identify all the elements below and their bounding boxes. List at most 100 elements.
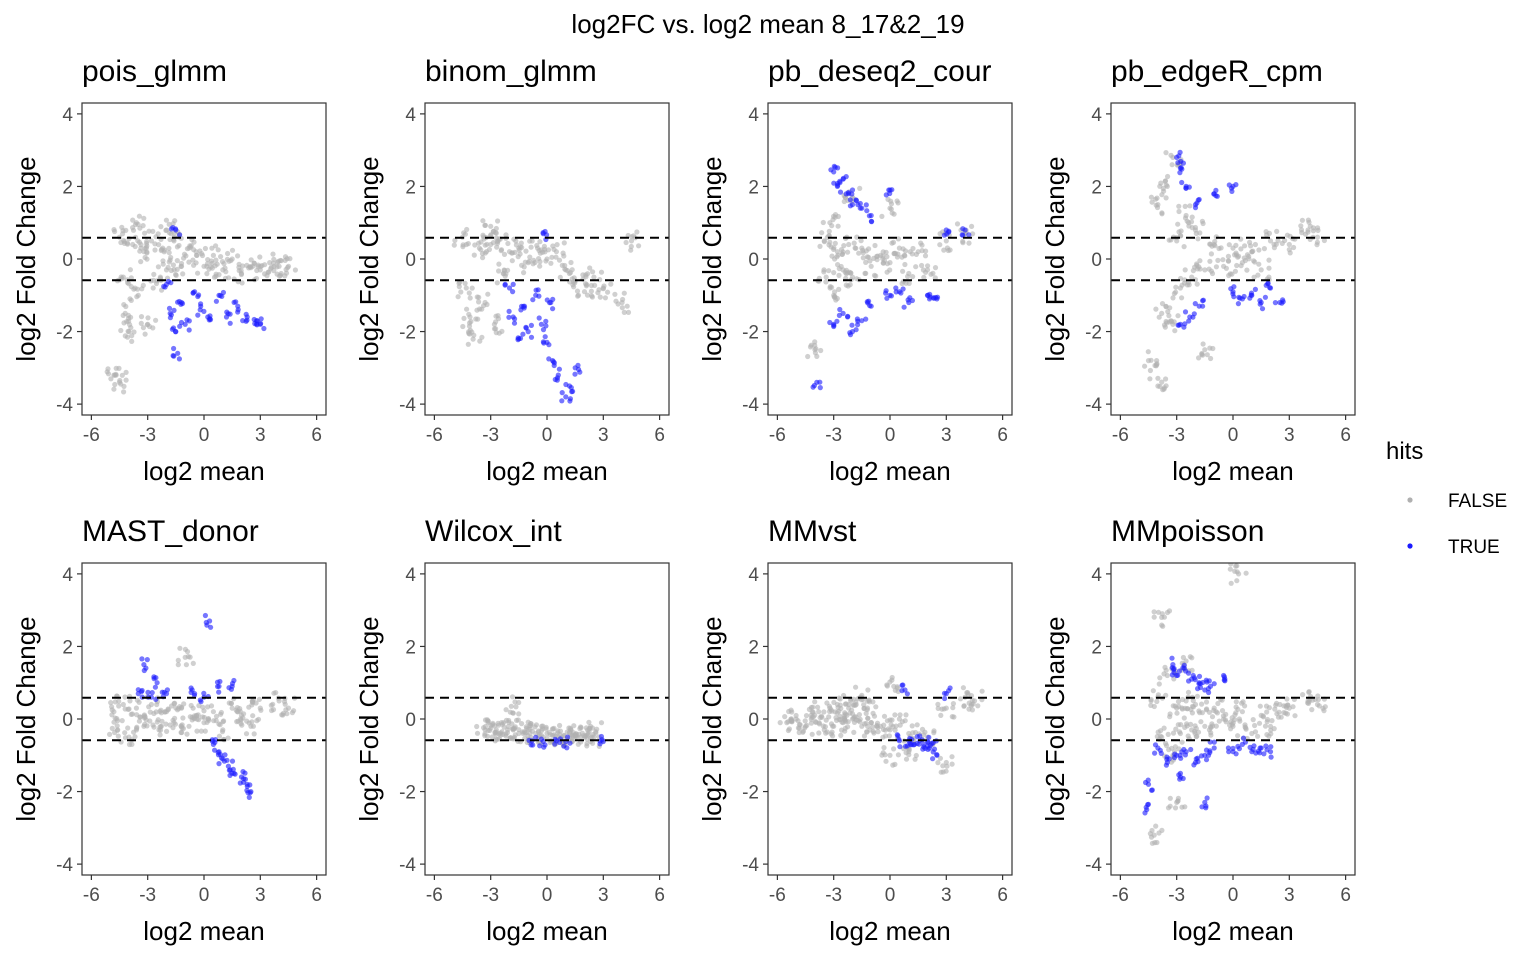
data-point	[178, 319, 185, 326]
data-point	[1238, 263, 1244, 269]
y-tick-label: 4	[1091, 565, 1102, 586]
series-true	[1174, 149, 1286, 330]
data-point	[935, 760, 941, 766]
data-point	[1181, 244, 1187, 250]
data-point	[1213, 723, 1219, 729]
data-point	[175, 350, 181, 356]
data-point	[930, 295, 937, 301]
data-point	[838, 732, 844, 739]
data-point	[899, 682, 905, 688]
y-axis-label: log2 Fold Change	[354, 156, 384, 361]
data-point	[817, 379, 823, 385]
data-point	[795, 725, 802, 731]
data-point	[906, 280, 912, 286]
data-point	[213, 257, 219, 263]
data-point	[914, 722, 920, 728]
data-point	[896, 736, 902, 742]
data-point	[269, 707, 275, 714]
data-point	[1178, 165, 1184, 171]
data-point	[1252, 259, 1258, 265]
data-point	[572, 371, 578, 377]
data-point	[131, 329, 137, 335]
data-point	[1164, 609, 1171, 616]
data-point	[543, 323, 549, 329]
data-point	[146, 704, 152, 710]
data-point	[1220, 257, 1226, 263]
data-point	[867, 258, 873, 264]
data-point	[145, 689, 151, 696]
data-point	[1275, 238, 1281, 244]
panel-title: pb_edgeR_cpm	[1111, 55, 1323, 88]
data-point	[857, 205, 863, 211]
data-point	[188, 702, 194, 709]
data-point	[567, 740, 573, 746]
data-point	[588, 288, 595, 294]
y-axis-label: log2 Fold Change	[697, 156, 727, 361]
data-point	[509, 289, 516, 295]
data-point	[1272, 300, 1278, 306]
data-point	[969, 707, 976, 713]
data-point	[153, 280, 160, 287]
data-point	[118, 274, 124, 280]
data-point	[944, 763, 950, 769]
data-point	[937, 231, 943, 237]
data-point	[268, 266, 274, 272]
panel-title: Wilcox_int	[425, 515, 562, 548]
data-point	[168, 226, 174, 232]
data-point	[1271, 726, 1277, 732]
data-point	[202, 245, 208, 252]
data-point	[559, 390, 565, 396]
data-point	[186, 318, 192, 324]
data-point	[165, 264, 171, 270]
points-layer	[1142, 149, 1327, 393]
data-point	[1166, 313, 1172, 319]
data-point	[918, 240, 924, 246]
data-point	[1252, 241, 1258, 248]
data-point	[496, 261, 502, 267]
data-point	[196, 292, 202, 298]
data-point	[575, 741, 581, 747]
data-point	[1154, 733, 1160, 740]
data-point	[533, 287, 539, 293]
y-tick-label: -4	[399, 855, 416, 876]
data-point	[857, 185, 863, 191]
data-point	[121, 302, 127, 308]
data-point	[1153, 823, 1159, 829]
data-point	[180, 271, 186, 277]
x-tick-label: -3	[1168, 885, 1185, 906]
data-point	[620, 296, 626, 303]
data-point	[864, 299, 870, 305]
data-point	[829, 729, 835, 735]
data-point	[1193, 756, 1199, 762]
data-point	[1298, 223, 1304, 229]
x-tick-label: 6	[654, 885, 665, 906]
data-point	[1154, 204, 1161, 211]
data-point	[1194, 693, 1200, 699]
data-point	[903, 750, 909, 756]
data-point	[802, 718, 808, 724]
data-point	[538, 736, 545, 742]
data-point	[179, 722, 185, 728]
data-point	[856, 712, 863, 718]
data-point	[865, 715, 871, 721]
data-point	[880, 249, 886, 255]
data-point	[1179, 696, 1186, 703]
data-point	[163, 721, 169, 727]
data-point	[486, 246, 492, 253]
data-point	[123, 369, 129, 375]
data-point	[112, 699, 118, 705]
data-point	[122, 730, 128, 736]
data-point	[144, 657, 150, 663]
data-point	[1207, 345, 1213, 351]
data-point	[845, 314, 851, 320]
data-point	[1163, 195, 1169, 201]
data-point	[1155, 609, 1162, 615]
data-point	[1156, 314, 1162, 320]
data-point	[536, 315, 542, 321]
data-point	[114, 727, 120, 733]
data-point	[218, 711, 224, 717]
data-point	[855, 318, 861, 324]
points-layer	[805, 163, 976, 391]
data-point	[151, 271, 157, 277]
data-point	[922, 253, 929, 259]
